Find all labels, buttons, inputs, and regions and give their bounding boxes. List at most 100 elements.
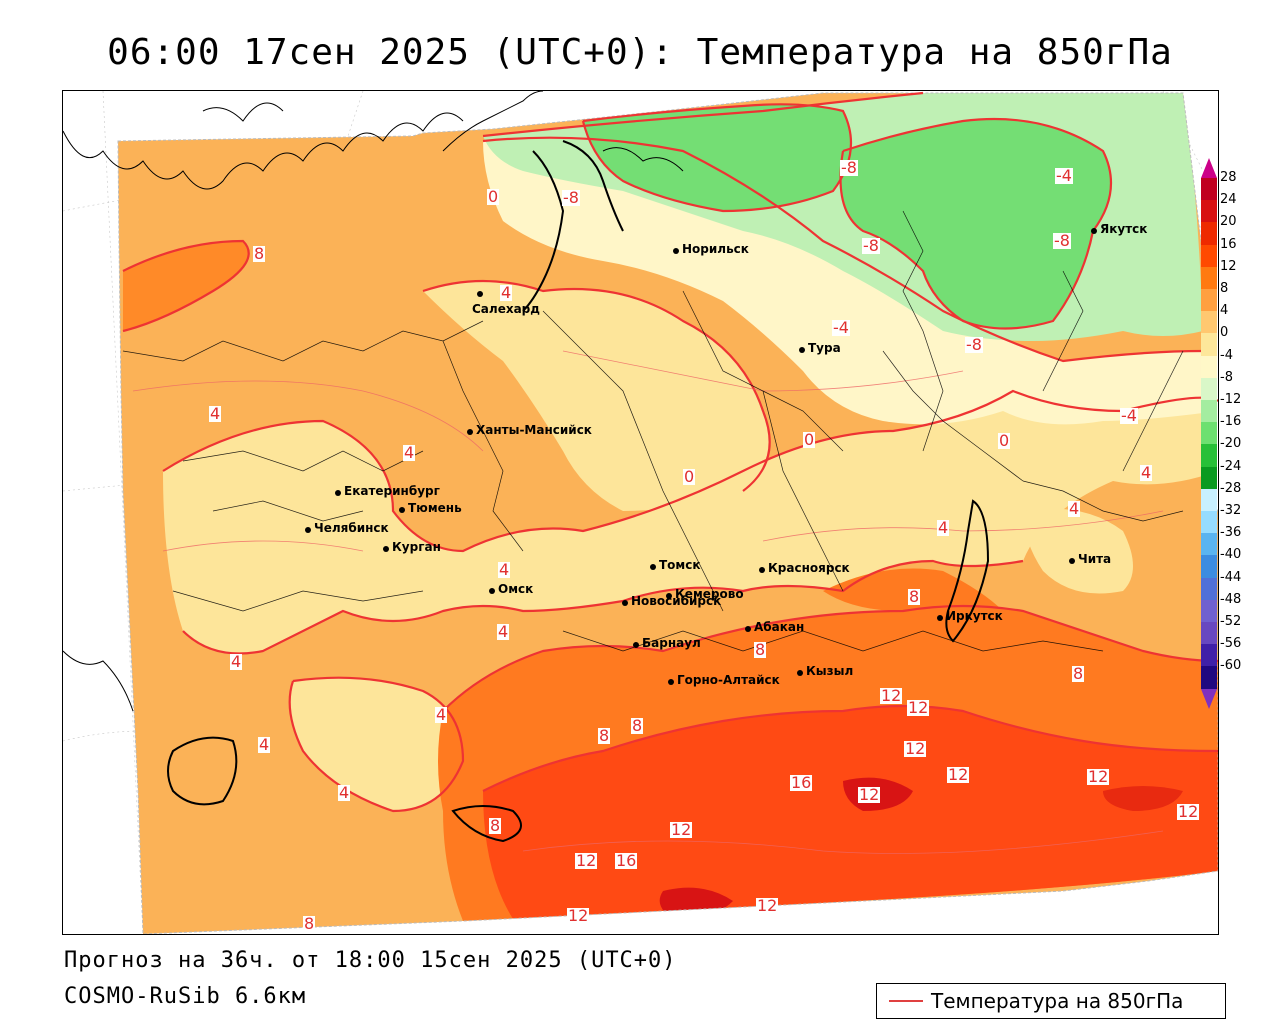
isoline-label: 0 [998, 431, 1011, 450]
colorbar-cell [1201, 355, 1217, 379]
city-dot [937, 615, 943, 621]
colorbar-cell [1201, 222, 1217, 246]
forecast-info: Прогноз на 36ч. от 18:00 15сен 2025 (UTC… [64, 948, 677, 973]
city-dot [305, 527, 311, 533]
colorbar-label: -36 [1220, 525, 1242, 541]
city-label: Кемерово [675, 587, 744, 601]
city-label: Тура [808, 341, 841, 355]
colorbar-cell [1201, 622, 1217, 645]
colorbar-cell [1201, 311, 1217, 334]
city-label: Курган [392, 540, 441, 554]
isoline-label: 12 [947, 765, 970, 784]
city-dot [489, 588, 495, 594]
isoline-label: 4 [497, 622, 510, 641]
isoline-label: 8 [303, 914, 316, 933]
city-dot [759, 567, 765, 573]
legend-line-swatch [889, 1000, 923, 1002]
colorbar-cell [1201, 644, 1217, 667]
page-title: 06:00 17сен 2025 (UTC+0): Температура на… [107, 32, 1173, 73]
city-label: Челябинск [314, 521, 389, 535]
isoline-label: 12 [1087, 767, 1110, 786]
isoline-label: -4 [1120, 406, 1138, 425]
isoline-label: 12 [567, 906, 590, 925]
isoline-label: 4 [403, 443, 416, 462]
isoline-label: -4 [832, 318, 850, 337]
city-label: Ханты-Мансийск [476, 423, 592, 437]
colorbar-bottom-arrow [1201, 688, 1217, 709]
city-dot [399, 507, 405, 513]
colorbar-cell [1201, 266, 1217, 290]
city-label: Горно-Алтайск [677, 673, 780, 687]
city-label: Омск [498, 582, 534, 596]
isoline-label: 12 [880, 686, 903, 705]
isoline-label: 8 [598, 726, 611, 745]
temperature-map [63, 91, 1218, 934]
colorbar-cell [1201, 666, 1217, 690]
isoline-label: 8 [631, 716, 644, 735]
isoline-label: -8 [965, 335, 983, 354]
colorbar-label: 8 [1220, 281, 1229, 296]
isoline-label: 4 [338, 783, 351, 802]
city-dot [1091, 228, 1097, 234]
colorbar-cell [1201, 377, 1217, 401]
colorbar-cell [1201, 400, 1217, 423]
colorbar-label: -16 [1220, 414, 1242, 430]
city-dot [666, 593, 672, 599]
isoline-label: 12 [907, 698, 930, 717]
city-label: Кызыл [806, 664, 854, 678]
colorbar-label: 28 [1220, 170, 1237, 185]
city-dot [622, 600, 628, 606]
colorbar-cell [1201, 333, 1217, 357]
colorbar-cell [1201, 244, 1217, 268]
colorbar-label: -56 [1220, 636, 1242, 652]
city-label: Барнаул [642, 636, 701, 650]
isoline-label: 12 [858, 785, 881, 804]
colorbar-label: 16 [1220, 236, 1237, 252]
isoline-label: -8 [840, 158, 858, 177]
isoline-label: 12 [756, 896, 779, 915]
colorbar-label: -52 [1220, 614, 1242, 629]
isoline-label: 12 [1177, 802, 1200, 821]
colorbar-label: -24 [1220, 458, 1242, 474]
map-canvas[interactable] [62, 90, 1219, 935]
isoline-label: 4 [500, 283, 513, 302]
isoline-label: 0 [683, 467, 696, 486]
colorbar-label: -32 [1220, 503, 1242, 518]
colorbar-cell [1201, 533, 1217, 556]
colorbar-cell [1201, 422, 1217, 445]
map-legend: Температура на 850гПа [876, 983, 1226, 1019]
colorbar-label: -40 [1220, 547, 1242, 563]
isoline-label: 12 [575, 851, 598, 870]
isoline-label: 8 [754, 640, 767, 659]
colorbar-cell [1201, 555, 1217, 579]
isoline-label: 8 [908, 587, 921, 606]
colorbar-cell [1201, 488, 1217, 512]
isoline-label: -4 [1055, 166, 1073, 185]
isoline-label: 12 [670, 820, 693, 839]
colorbar-label: 20 [1220, 214, 1237, 230]
colorbar-label: -8 [1220, 369, 1233, 385]
city-label: Чита [1078, 552, 1112, 566]
isoline-label: 16 [790, 773, 813, 792]
isoline-label: 4 [435, 705, 448, 724]
city-dot [633, 642, 639, 648]
isoline-label: 0 [803, 430, 816, 449]
city-dot [477, 291, 483, 297]
isoline-label: -8 [862, 236, 880, 255]
city-dot [1069, 558, 1075, 564]
city-dot [467, 429, 473, 435]
colorbar-cell [1201, 466, 1217, 490]
colorbar-cell [1201, 444, 1217, 468]
isoline-label: 16 [615, 851, 638, 870]
colorbar-label: -4 [1220, 347, 1233, 363]
city-label: Салехард [472, 302, 540, 316]
isoline-label: 8 [253, 244, 266, 263]
colorbar-top-arrow [1201, 158, 1217, 178]
city-dot [650, 564, 656, 570]
colorbar-cell [1201, 511, 1217, 534]
legend-label: Температура на 850гПа [931, 989, 1184, 1013]
isoline-label: 8 [489, 816, 502, 835]
colorbar-label: -44 [1220, 569, 1242, 585]
city-label: Иркутск [946, 609, 1003, 623]
isoline-label: 4 [258, 735, 271, 754]
